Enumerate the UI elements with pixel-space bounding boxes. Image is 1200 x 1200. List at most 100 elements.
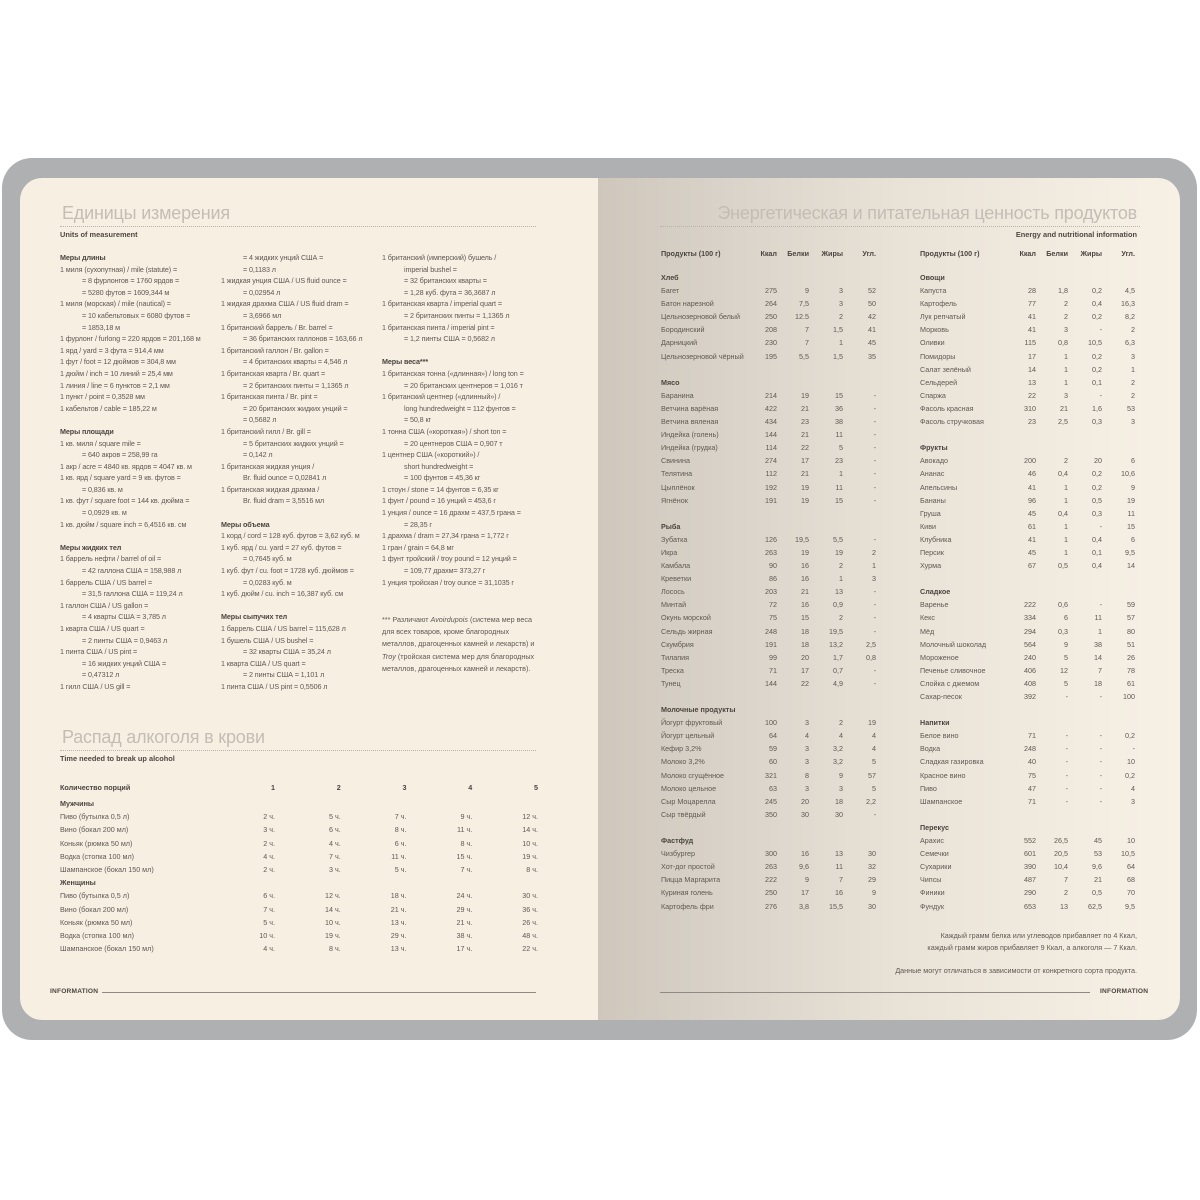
protein-cell: 3 [805, 757, 809, 767]
conversion-line: 1 кварта США / US quart = [60, 624, 145, 633]
product-cell: Варенье [920, 600, 949, 610]
product-cell: Помидоры [920, 351, 956, 361]
product-cell: Ветчина варёная [661, 403, 719, 413]
conversion-line: 1 баррель нефти / barrel of oil = [60, 554, 162, 564]
nutrition-title: Энергетическая и питательная ценность пр… [717, 203, 1137, 223]
carbs-cell: 3 [1131, 417, 1135, 427]
food-group-row: Напитки [920, 716, 1140, 729]
conversion-line: 1 гран / grain = 64,8 мг [382, 542, 454, 552]
product-cell: Капуста [920, 286, 947, 296]
product-cell: Клубника [920, 534, 952, 544]
alcohol-group-row: Женщины [60, 876, 538, 889]
conversion-line: 1 британский галлон / Br. gallon = [221, 345, 329, 355]
table-row: Молоко 3,2% 60 3 3,2 5 [661, 755, 881, 768]
units-column-2: = 4 жидких унций США = = 0,1183 л 1 жидкая… [221, 252, 386, 693]
fat-cell: 15 [835, 495, 843, 505]
hours-cell: 15 ч. [456, 851, 473, 861]
conversion-line: 1 драхма / dram = 27,34 грана = 1,772 г [382, 531, 509, 541]
hours-cell: 5 ч. [263, 917, 275, 927]
carbs-cell: 32 [868, 862, 876, 872]
protein-cell: 1 [1064, 351, 1068, 361]
product-cell: Сыр твёрдый [661, 809, 706, 819]
table-row: Мороженое 240 5 14 26 [920, 651, 1140, 664]
kcal-cell: 487 [1024, 875, 1036, 885]
protein-cell: 1 [1064, 377, 1068, 387]
kcal-cell: 321 [765, 770, 777, 780]
column-header: 4 [468, 783, 473, 792]
drink-cell: Водка (стопка 100 мл) [60, 851, 135, 861]
protein-cell: 21 [801, 469, 809, 479]
food-group-row: Хлеб [661, 271, 881, 284]
hours-cell: 9 ч. [460, 812, 473, 822]
fat-cell: 11 [835, 430, 843, 440]
fat-cell: 1 [1098, 626, 1102, 636]
conversion-line: = 32 кварты США = 35,24 л [243, 647, 331, 657]
food-group-label: Овощи [920, 273, 945, 282]
protein-cell: 10,4 [1054, 862, 1068, 872]
protein-cell: 3 [805, 718, 809, 728]
carbs-cell: - [873, 495, 876, 505]
table-row: Минтай 72 16 0,9 - [661, 598, 881, 611]
left-page [20, 178, 598, 1020]
carbs-cell: - [873, 443, 876, 453]
product-cell: Лосось [661, 587, 685, 597]
spacer [661, 507, 881, 520]
conversion-line: 1 стоун / stone = 14 фунтов = 6,35 кг [382, 484, 499, 494]
product-cell: Мёд [920, 626, 935, 636]
protein-cell: - [1065, 744, 1068, 754]
kcal-cell: 274 [765, 456, 777, 466]
protein-cell: 2 [1064, 299, 1068, 309]
footer-rule-right [660, 992, 1090, 993]
protein-cell: 1 [1064, 521, 1068, 531]
conversion-line: = 8 фурлонгов = 1760 ярдов = [82, 276, 180, 286]
protein-cell: 12.5 [795, 312, 809, 322]
kcal-cell: 406 [1024, 665, 1036, 675]
product-cell: Йогурт цельный [661, 731, 715, 741]
table-row: Цельнозерновой чёрный 195 5,5 1,5 35 [661, 350, 881, 363]
conversion-line: = 2 пинты США = 0,9463 л [82, 635, 168, 645]
carbs-cell: 80 [1127, 626, 1135, 636]
food-group-label: Сладкое [920, 587, 951, 597]
fat-cell: 30 [835, 809, 843, 819]
conversion-line: 1 куб. ярд / cu. yard = 27 куб. футов = [221, 542, 342, 552]
food-group-label: Фастфуд [661, 836, 694, 846]
hours-cell: 10 ч. [522, 838, 538, 848]
hours-cell: 10 ч. [325, 917, 341, 927]
product-cell: Тунец [661, 678, 681, 688]
conversion-line: 1 британский (имперский) бушель / [382, 253, 497, 262]
table-row: Киви 61 1 - 15 [920, 520, 1140, 533]
protein-cell: 21 [801, 403, 809, 413]
conversion-line: 1 акр / acre = 4840 кв. ярдов = 4047 кв.… [60, 461, 192, 471]
alcohol-header-row: Количество порций 1 2 3 4 5 [60, 781, 538, 797]
product-cell: Скумбрия [661, 639, 694, 649]
hours-cell: 12 ч. [522, 812, 538, 822]
protein-cell: 2 [1064, 456, 1068, 466]
protein-cell: 19 [801, 547, 809, 557]
protein-cell: 0,5 [1058, 561, 1068, 571]
footnote-text: (тройская система мер для благородных ме… [382, 651, 535, 673]
kcal-cell: 290 [1024, 888, 1036, 898]
kcal-cell: 144 [765, 678, 777, 688]
table-row: Финики 290 2 0,5 70 [920, 886, 1140, 899]
fat-cell: 0,4 [1092, 534, 1102, 544]
conversion-line: = 2 британских пинты = 1,1365 л [243, 380, 349, 390]
column-header: Жиры [821, 249, 843, 258]
hours-cell: 7 ч. [460, 864, 473, 874]
spacer [920, 572, 1140, 585]
conversion-line: short hundredweight = [404, 461, 474, 471]
fat-cell: 2 [839, 561, 843, 571]
protein-cell: 0,4 [1058, 508, 1068, 518]
hours-cell: 3 ч. [328, 864, 341, 874]
carbs-cell: 0,2 [1125, 770, 1135, 780]
carbs-cell: 5 [872, 783, 876, 793]
table-row: Чипсы 487 7 21 68 [920, 873, 1140, 886]
table-row: Икра 263 19 19 2 [661, 546, 881, 559]
fat-cell: 1,6 [1092, 403, 1102, 413]
kcal-cell: 200 [1024, 456, 1036, 466]
product-cell: Арахис [920, 836, 944, 846]
hours-cell: 7 ч. [394, 812, 407, 822]
units-section-heading: Меры веса*** [382, 357, 429, 367]
column-header: 2 [336, 783, 341, 792]
product-cell: Персик [920, 547, 944, 557]
table-row: Треска 71 17 0,7 - [661, 664, 881, 677]
